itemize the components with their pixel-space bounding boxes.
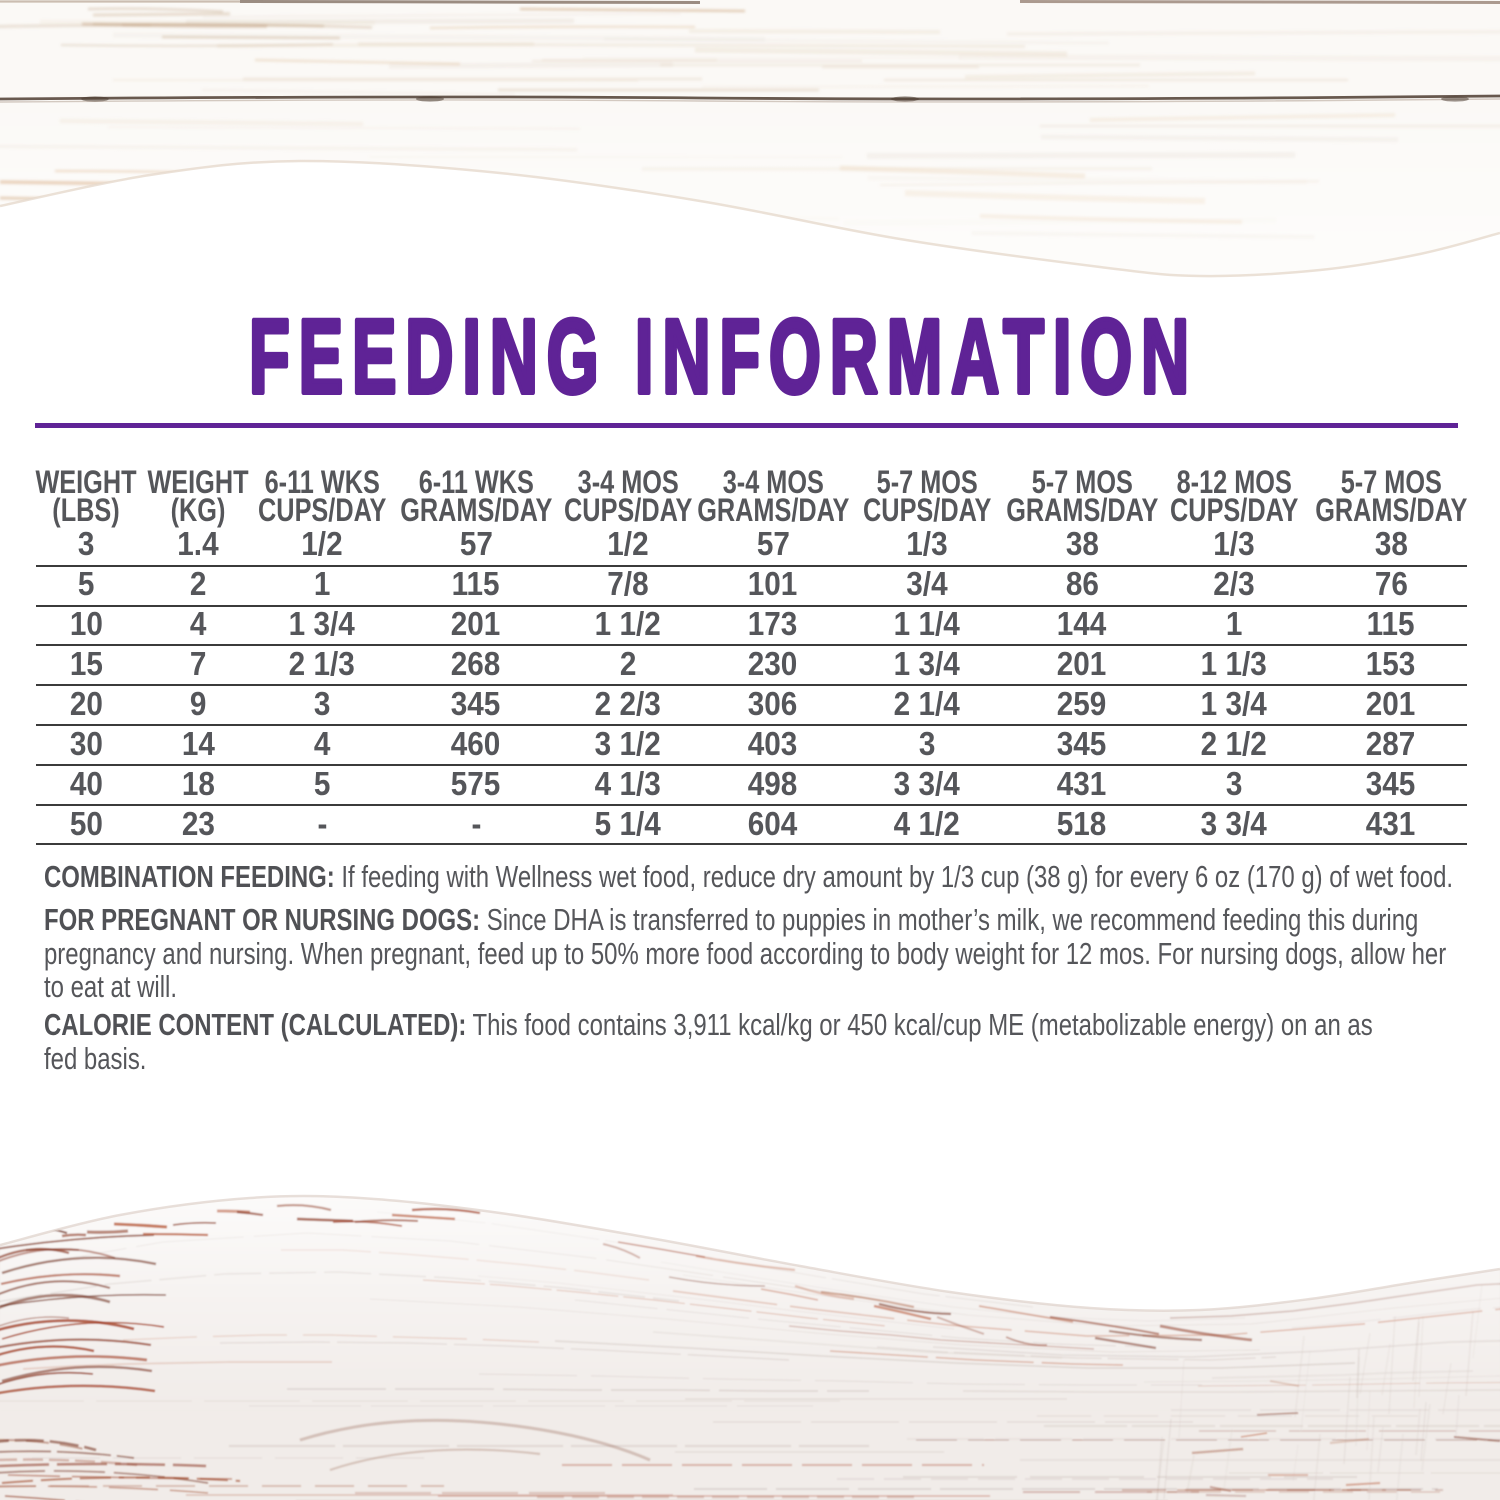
svg-text:FEEDING INFORMATION: FEEDING INFORMATION [249,299,1198,416]
